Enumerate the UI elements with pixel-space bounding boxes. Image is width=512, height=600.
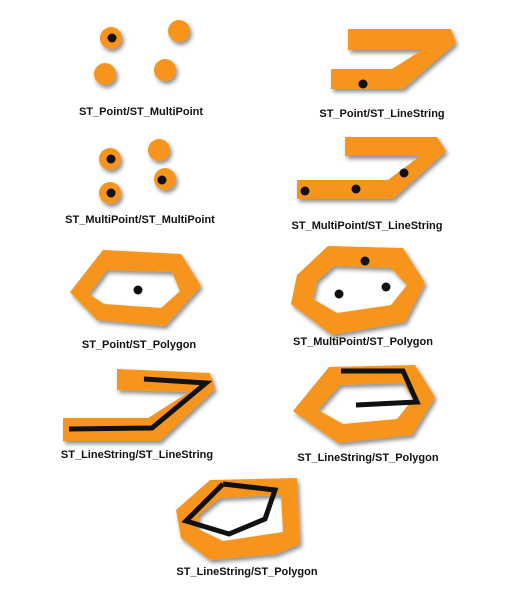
polygon-shape — [293, 365, 435, 443]
point-dot — [106, 188, 116, 198]
multipoint-circle — [168, 20, 190, 42]
multipoint-circle — [154, 59, 176, 81]
point-dot — [360, 256, 370, 266]
point-dot — [358, 79, 368, 89]
multipoint-circle — [94, 63, 116, 85]
caption-point-linestring: ST_Point/ST_LineString — [319, 108, 445, 120]
panel-multipoint-multipoint — [99, 139, 176, 204]
panel-linestring-linestring — [63, 369, 215, 441]
buffered-linestring — [63, 369, 215, 441]
caption-linestring-linestring: ST_LineString/ST_LineString — [60, 449, 214, 461]
caption-linestring-polygon: ST_LineString/ST_Polygon — [297, 452, 439, 464]
point-dot — [381, 282, 391, 292]
point-dot — [106, 154, 116, 164]
buffered-linestring — [297, 137, 446, 199]
point-dot — [157, 175, 167, 185]
linestring-path — [181, 481, 279, 537]
caption-point-polygon: ST_Point/ST_Polygon — [81, 339, 197, 351]
polygon-shape — [291, 246, 425, 335]
caption-multipoint-multipoint: ST_MultiPoint/ST_MultiPoint — [65, 214, 215, 226]
caption-linestring-polygon-2: ST_LineString/ST_Polygon — [176, 566, 318, 578]
polygon-shape — [70, 250, 201, 326]
point-dot — [107, 33, 117, 43]
panel-multipoint-linestring — [297, 137, 446, 199]
panel-point-polygon — [70, 250, 201, 326]
panel-point-multipoint — [94, 20, 190, 85]
panel-linestring-polygon-2 — [176, 478, 300, 560]
panel-point-linestring — [331, 29, 456, 89]
panel-multipoint-polygon — [291, 246, 425, 335]
point-dot — [351, 184, 361, 194]
caption-point-multipoint: ST_Point/ST_MultiPoint — [78, 106, 204, 118]
caption-multipoint-polygon: ST_MultiPoint/ST_Polygon — [293, 336, 433, 348]
point-dot — [334, 289, 344, 299]
panel-linestring-polygon — [293, 365, 435, 443]
linestring-path — [68, 376, 213, 432]
point-dot — [133, 285, 143, 295]
point-dot — [399, 168, 409, 178]
polygon-shape — [176, 478, 300, 560]
caption-multipoint-linestring: ST_MultiPoint/ST_LineString — [291, 220, 443, 232]
buffered-linestring — [331, 29, 456, 89]
multipoint-circle — [148, 139, 170, 161]
linestring-path — [341, 368, 421, 408]
point-dot — [300, 186, 310, 196]
